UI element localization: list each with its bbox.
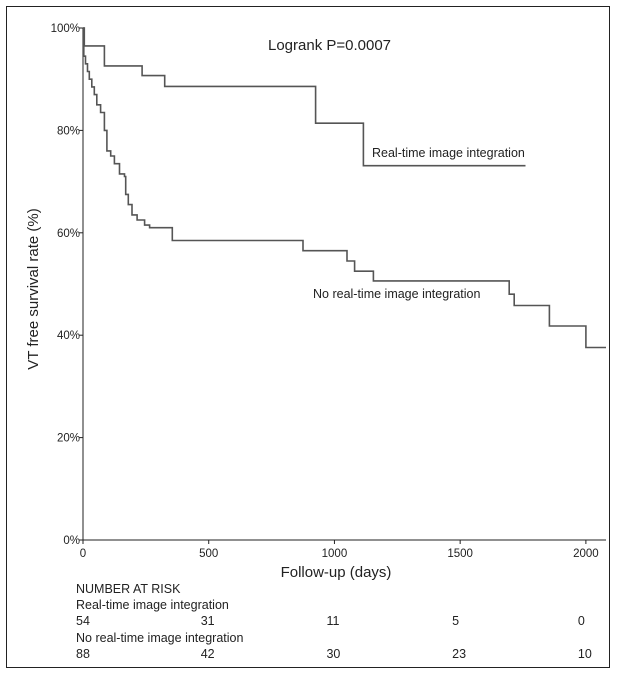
y-tick-label: 100% [51,23,80,35]
x-tick-label: 1000 [322,548,348,560]
x-tick-label: 2000 [573,548,599,560]
risk-group-label-real-time: Real-time image integration [76,598,229,612]
risk-value-real-time: 31 [200,614,215,628]
logrank-annotation: Logrank P=0.0007 [268,37,391,54]
risk-value-no-real-time: 10 [577,647,592,661]
y-tick-label: 20% [57,433,80,445]
series-label-no-real-time: No real-time image integration [313,287,480,301]
survival-curve-real-time [83,27,526,167]
y-tick-label: 80% [57,125,80,137]
risk-value-no-real-time: 42 [200,647,215,661]
y-tick-label: 60% [57,228,80,240]
figure-frame [6,6,610,668]
series-label-real-time: Real-time image integration [372,146,525,160]
x-tick-label: 0 [80,548,86,560]
x-tick-label: 500 [199,548,218,560]
risk-value-no-real-time: 30 [326,647,341,661]
risk-value-real-time: 5 [452,614,460,628]
axes: 0% 20% 40% 60% 80% 100% 0 500 1000 1500 2000 [51,23,606,560]
y-tick-label: 0% [63,535,80,547]
y-tick-label: 40% [57,330,80,342]
risk-table-heading: NUMBER AT RISK [76,582,181,596]
survival-curves [83,27,606,349]
risk-value-real-time: 0 [577,614,585,628]
y-axis-label: VT free survival rate (%) [25,208,42,369]
survival-curve-no-real-time [83,27,606,349]
risk-value-no-real-time: 23 [452,647,467,661]
x-axis-label: Follow-up (days) [281,564,392,581]
risk-value-no-real-time: 88 [76,647,90,661]
risk-value-real-time: 11 [326,614,340,628]
risk-group-label-no-real-time: No real-time image integration [76,631,244,645]
x-tick-label: 1500 [447,548,473,560]
risk-value-real-time: 54 [76,614,90,628]
